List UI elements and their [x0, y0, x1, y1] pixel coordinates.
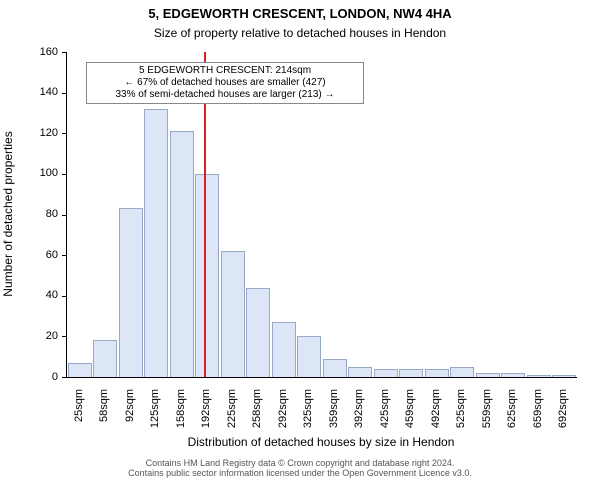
- histogram-bar: [552, 375, 576, 377]
- annotation-line: ← 67% of detached houses are smaller (42…: [91, 77, 359, 89]
- y-tick: [62, 93, 67, 94]
- x-tick-label: 692sqm: [557, 389, 569, 439]
- histogram-bar: [144, 109, 168, 377]
- histogram-bar: [527, 375, 551, 377]
- x-tick-label: 125sqm: [149, 389, 161, 439]
- histogram-bar: [476, 373, 500, 377]
- x-tick-label: 292sqm: [277, 389, 289, 439]
- x-tick-label: 225sqm: [226, 389, 238, 439]
- histogram-bar: [450, 367, 474, 377]
- histogram-bar: [399, 369, 423, 377]
- x-tick-label: 559sqm: [481, 389, 493, 439]
- x-tick-label: 158sqm: [175, 389, 187, 439]
- y-tick-label: 60: [18, 249, 58, 261]
- y-tick: [62, 296, 67, 297]
- y-tick-label: 120: [18, 127, 58, 139]
- histogram-bar: [297, 336, 321, 377]
- y-tick-label: 0: [18, 371, 58, 383]
- histogram-bar: [195, 174, 219, 377]
- y-tick: [62, 255, 67, 256]
- y-tick: [62, 377, 67, 378]
- y-tick: [62, 174, 67, 175]
- histogram-bar: [501, 373, 525, 377]
- histogram-bar: [425, 369, 449, 377]
- y-tick-label: 100: [18, 167, 58, 179]
- annotation-line: 33% of semi-detached houses are larger (…: [91, 89, 359, 101]
- x-tick-label: 625sqm: [506, 389, 518, 439]
- histogram-bar: [170, 131, 194, 377]
- histogram-bar: [272, 322, 296, 377]
- histogram-bar: [221, 251, 245, 377]
- x-tick-label: 659sqm: [532, 389, 544, 439]
- chart-title-sub: Size of property relative to detached ho…: [0, 26, 600, 40]
- y-tick: [62, 133, 67, 134]
- x-tick-label: 392sqm: [353, 389, 365, 439]
- x-tick-label: 525sqm: [455, 389, 467, 439]
- histogram-bar: [68, 363, 92, 377]
- y-tick: [62, 215, 67, 216]
- x-tick-label: 459sqm: [404, 389, 416, 439]
- footer-line-2: Contains public sector information licen…: [0, 469, 600, 479]
- histogram-chart: 5, EDGEWORTH CRESCENT, LONDON, NW4 4HA S…: [0, 0, 600, 500]
- x-tick-label: 192sqm: [200, 389, 212, 439]
- x-axis-label: Distribution of detached houses by size …: [66, 435, 576, 449]
- x-tick-label: 25sqm: [73, 389, 85, 439]
- y-tick-label: 140: [18, 86, 58, 98]
- x-tick-label: 425sqm: [379, 389, 391, 439]
- x-tick-label: 325sqm: [302, 389, 314, 439]
- x-tick-label: 58sqm: [98, 389, 110, 439]
- x-tick-label: 92sqm: [124, 389, 136, 439]
- y-tick-label: 20: [18, 330, 58, 342]
- y-tick: [62, 336, 67, 337]
- y-tick-label: 40: [18, 289, 58, 301]
- y-axis-label: Number of detached properties: [1, 114, 15, 314]
- y-tick: [62, 52, 67, 53]
- histogram-bar: [348, 367, 372, 377]
- footer-credits: Contains HM Land Registry data © Crown c…: [0, 459, 600, 479]
- y-tick-label: 160: [18, 46, 58, 58]
- histogram-bar: [93, 340, 117, 377]
- histogram-bar: [323, 359, 347, 377]
- x-tick-label: 492sqm: [430, 389, 442, 439]
- chart-title-main: 5, EDGEWORTH CRESCENT, LONDON, NW4 4HA: [0, 6, 600, 21]
- x-tick-label: 359sqm: [328, 389, 340, 439]
- x-tick-label: 258sqm: [251, 389, 263, 439]
- y-tick-label: 80: [18, 208, 58, 220]
- annotation-box: 5 EDGEWORTH CRESCENT: 214sqm← 67% of det…: [86, 62, 364, 104]
- histogram-bar: [374, 369, 398, 377]
- annotation-line: 5 EDGEWORTH CRESCENT: 214sqm: [91, 65, 359, 77]
- histogram-bar: [246, 288, 270, 377]
- histogram-bar: [119, 208, 143, 377]
